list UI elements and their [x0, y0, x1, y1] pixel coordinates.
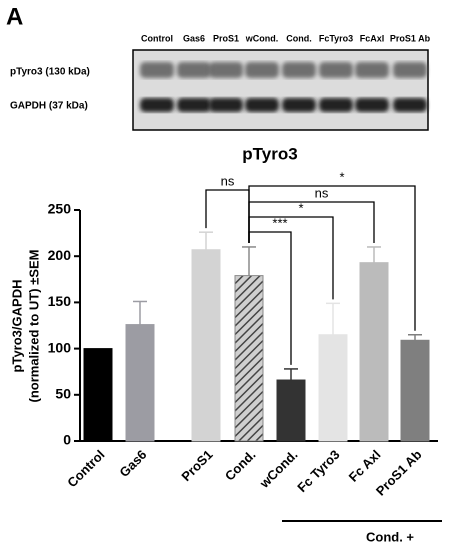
blot-row-label: GAPDH (37 kDa) [10, 101, 88, 112]
significance-label: ns [221, 173, 235, 188]
blot-band [245, 62, 279, 78]
blot-lane-label: ProS1 [213, 33, 239, 43]
bar [83, 348, 113, 442]
y-tick-label: 50 [55, 386, 71, 402]
bar [318, 334, 348, 442]
group-label: Cond. + [366, 529, 414, 544]
x-tick-label: ProS1 Ab [373, 447, 425, 499]
y-axis-label: (normalized to UT) ±SEM [26, 249, 41, 402]
bar [125, 324, 155, 442]
bar [359, 262, 389, 442]
panel-label: A [6, 3, 23, 30]
significance-label: *** [272, 215, 287, 230]
blot-row-label: pTyro3 (130 kDa) [10, 67, 90, 78]
blot-band [282, 62, 316, 78]
blot-band [282, 98, 316, 112]
y-tick-label: 100 [48, 339, 72, 355]
y-axis-label: pTyro3/GAPDH [9, 280, 24, 373]
blot-lane-label: Gas6 [183, 33, 205, 43]
error-bar [408, 333, 422, 341]
blot-band [319, 98, 353, 112]
x-tick-label: Fc Tyro3 [294, 447, 342, 495]
significance-bracket [248, 201, 375, 243]
chart-title: pTyro3 [242, 144, 297, 163]
x-tick-label: Fc Axl [346, 447, 384, 485]
blot-lane-label: Cond. [286, 33, 312, 43]
blot-band [177, 98, 211, 112]
significance-label: * [298, 200, 303, 215]
significance-bracket [248, 185, 416, 331]
blot-band [177, 62, 211, 78]
blot-band [393, 62, 427, 78]
blot-band [209, 98, 243, 112]
bar [191, 249, 221, 442]
bar [234, 275, 264, 442]
blot-lane-label: Control [141, 33, 173, 43]
blot-band [319, 62, 353, 78]
blot-band [140, 62, 174, 78]
error-bar [326, 302, 340, 335]
y-tick-label: 200 [48, 247, 72, 263]
blot-band [140, 98, 174, 112]
significance-label: ns [315, 185, 329, 200]
error-bar [133, 300, 147, 325]
error-bar [242, 246, 256, 276]
bar [400, 339, 430, 442]
blot-band [393, 98, 427, 112]
y-tick-label: 0 [63, 432, 71, 448]
error-bar [199, 231, 213, 250]
x-tick-label: Cond. [222, 447, 259, 484]
blot-band [355, 62, 389, 78]
x-tick-label: Gas6 [116, 447, 149, 480]
bar [276, 379, 306, 442]
blot-band [245, 98, 279, 112]
error-bar [284, 368, 298, 381]
x-tick-label: Control [64, 447, 107, 490]
blot-band [355, 98, 389, 112]
blot-lane-label: FcAxl [360, 33, 385, 43]
significance-label: * [339, 169, 344, 184]
error-bar [367, 246, 381, 263]
blot-lane-label: FcTyro3 [319, 33, 353, 43]
blot-lane-label: wCond. [245, 33, 279, 43]
blot-band [209, 62, 243, 78]
y-tick-label: 250 [48, 201, 72, 217]
blot-lane-label: ProS1 Ab [390, 33, 431, 43]
x-tick-label: ProS1 [178, 447, 215, 484]
blot [140, 62, 427, 112]
significance-bracket [205, 189, 250, 243]
y-tick-label: 150 [48, 293, 72, 309]
